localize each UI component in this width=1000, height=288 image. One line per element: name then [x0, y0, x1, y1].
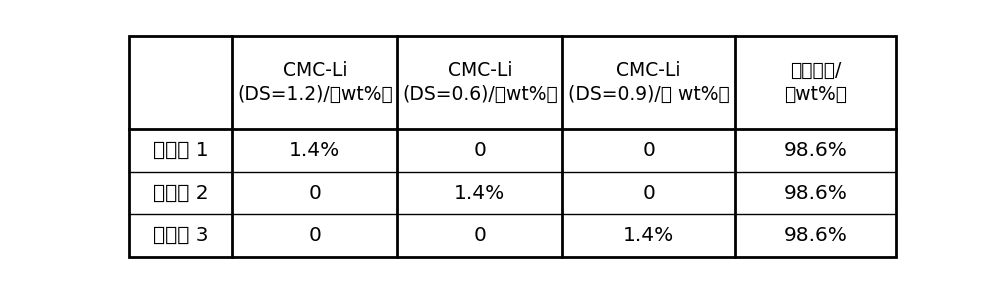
- Text: 98.6%: 98.6%: [784, 226, 848, 245]
- Text: 0: 0: [308, 226, 321, 245]
- Text: 98.6%: 98.6%: [784, 183, 848, 202]
- Text: 0: 0: [642, 141, 655, 160]
- Text: 1.4%: 1.4%: [623, 226, 674, 245]
- Text: 1.4%: 1.4%: [289, 141, 341, 160]
- Text: 98.6%: 98.6%: [784, 141, 848, 160]
- Text: (DS=1.2)/（wt%）: (DS=1.2)/（wt%）: [237, 85, 393, 104]
- Text: 对比例 2: 对比例 2: [153, 183, 208, 202]
- Text: 对比例 1: 对比例 1: [153, 141, 208, 160]
- Text: 0: 0: [473, 226, 486, 245]
- Text: 对比例 3: 对比例 3: [153, 226, 208, 245]
- Text: （wt%）: （wt%）: [784, 85, 847, 104]
- Text: 去离子水/: 去离子水/: [790, 60, 841, 79]
- Text: 1.4%: 1.4%: [454, 183, 506, 202]
- Text: CMC-Li: CMC-Li: [283, 60, 347, 79]
- Text: 0: 0: [473, 141, 486, 160]
- Text: 0: 0: [642, 183, 655, 202]
- Text: (DS=0.6)/（wt%）: (DS=0.6)/（wt%）: [402, 85, 558, 104]
- Text: (DS=0.9)/（ wt%）: (DS=0.9)/（ wt%）: [568, 85, 730, 104]
- Text: CMC-Li: CMC-Li: [448, 60, 512, 79]
- Text: CMC-Li: CMC-Li: [616, 60, 681, 79]
- Text: 0: 0: [308, 183, 321, 202]
